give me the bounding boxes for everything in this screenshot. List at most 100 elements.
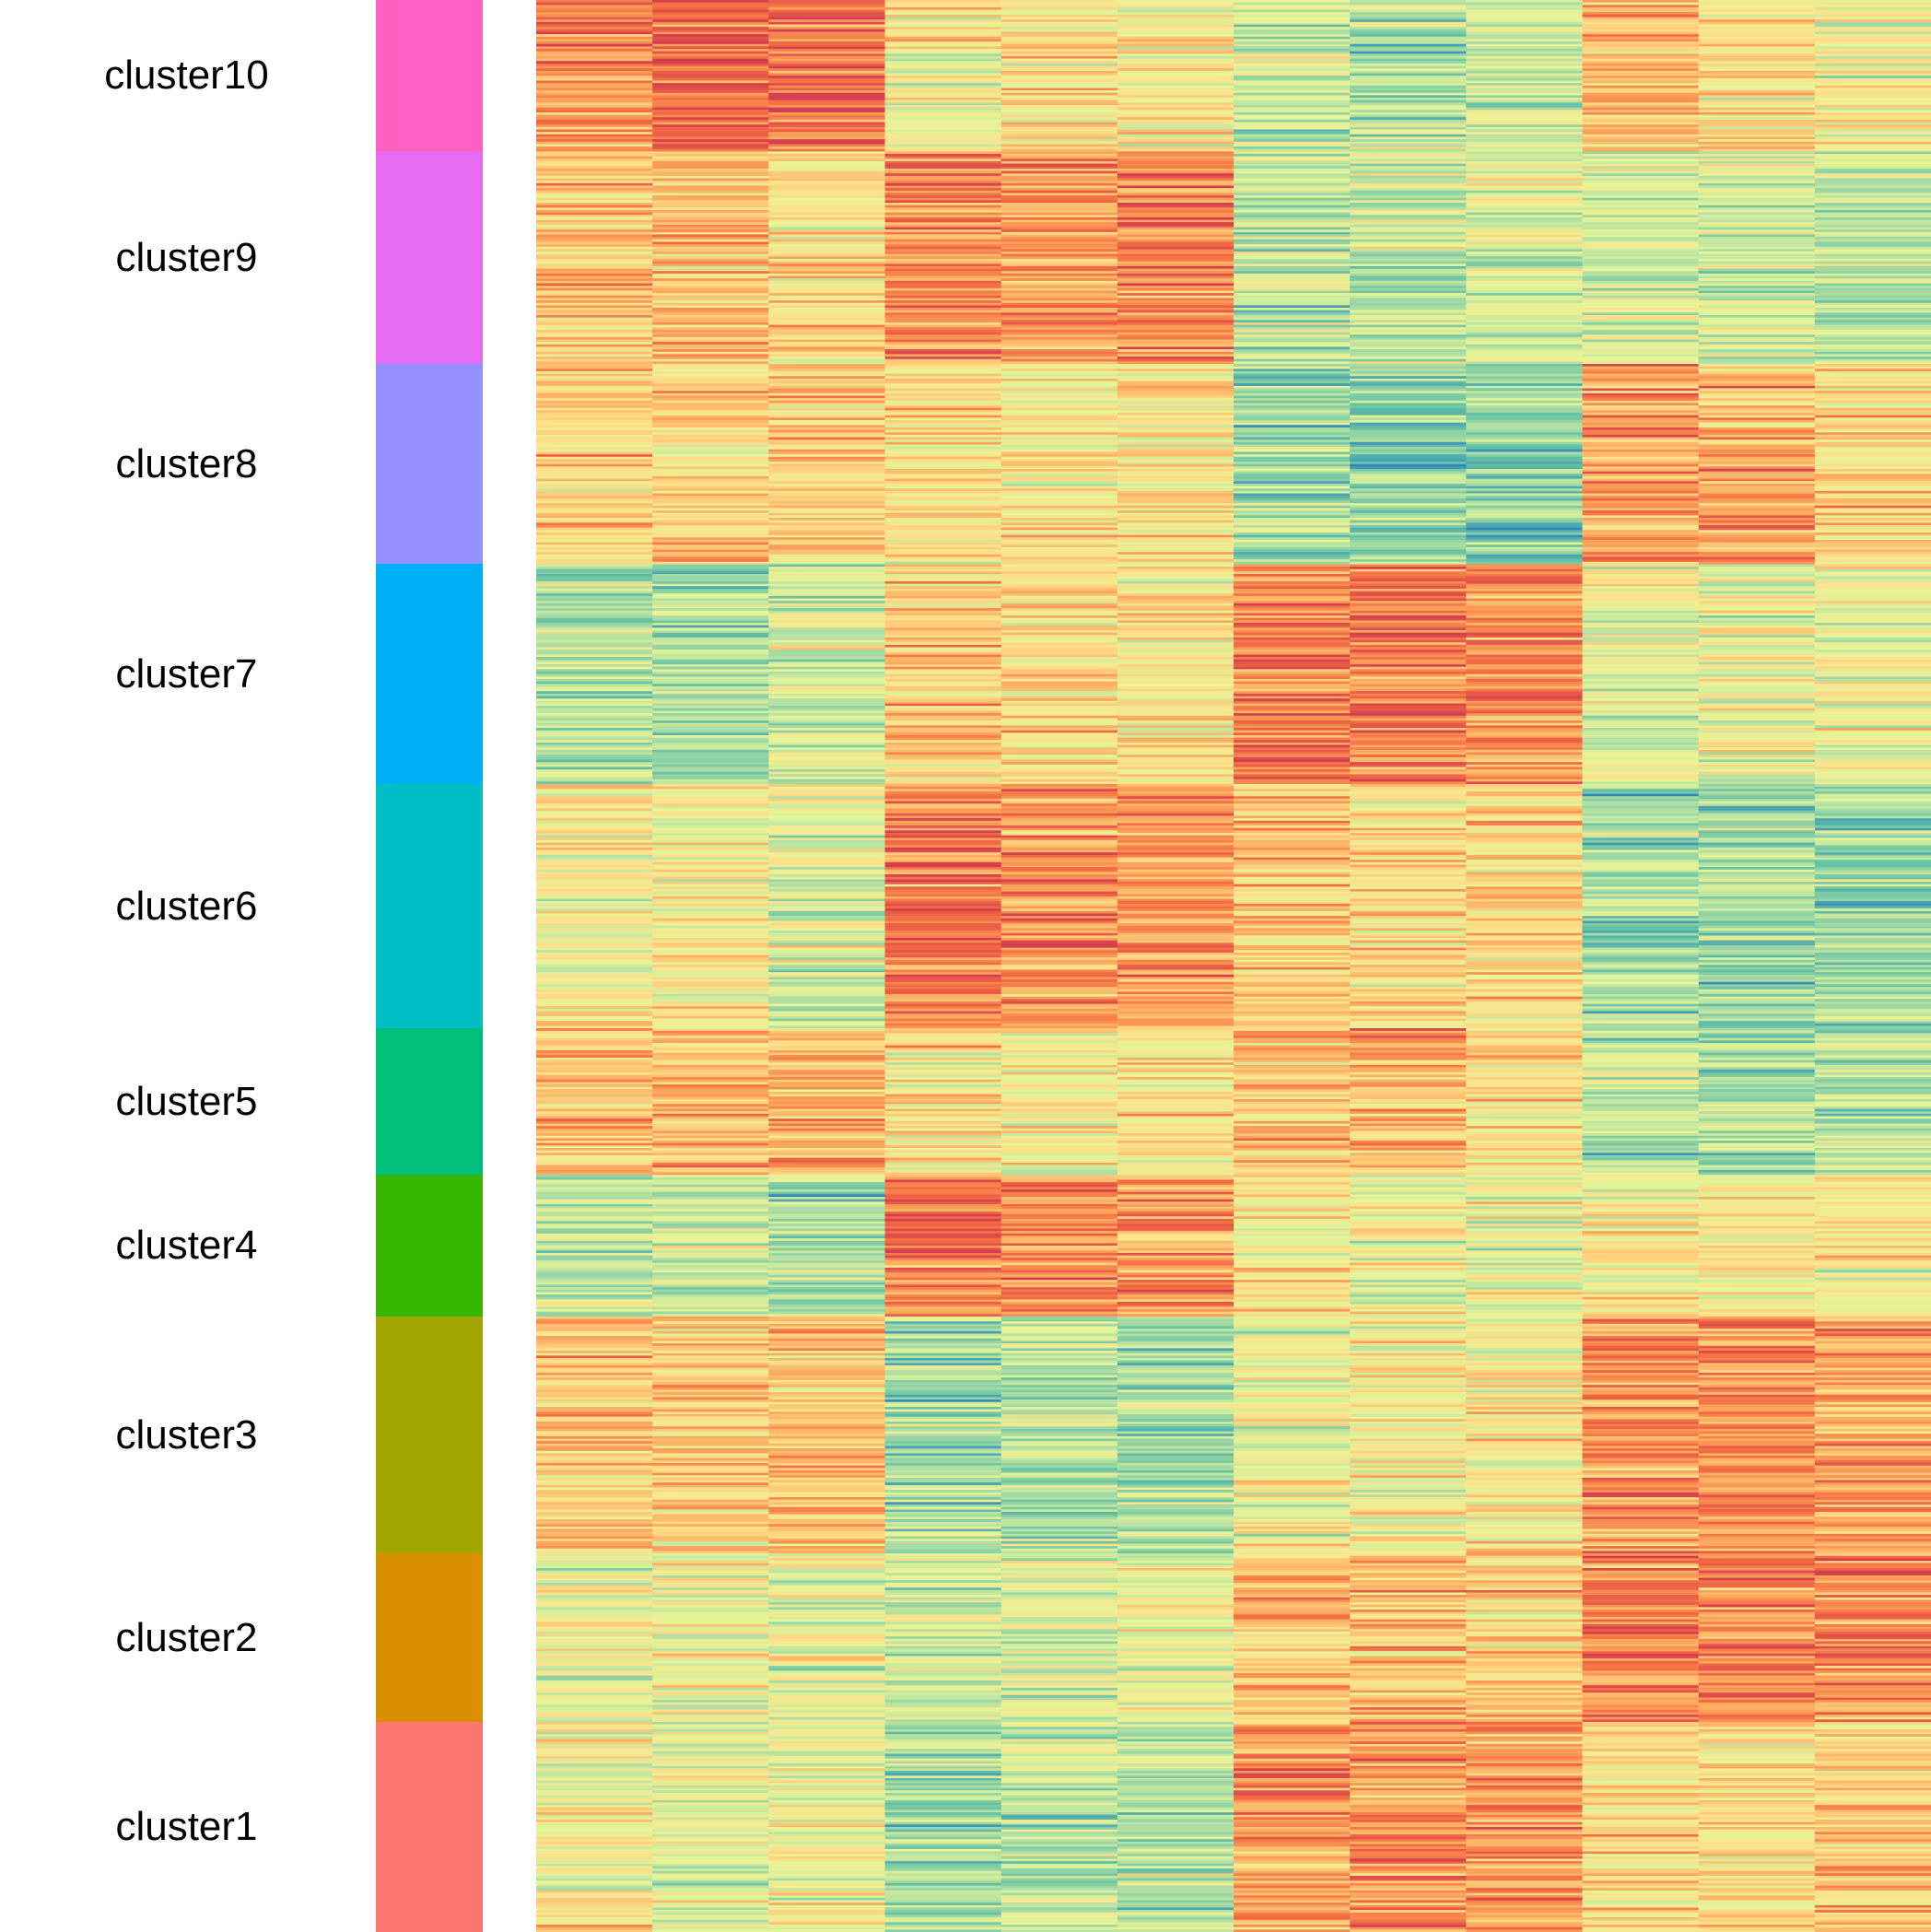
heatmap-cell	[1698, 305, 1816, 309]
heatmap-cell	[1582, 698, 1700, 702]
heatmap-cell	[1001, 627, 1118, 631]
heatmap-cell	[1698, 756, 1816, 761]
heatmap-cell	[884, 874, 1002, 878]
heatmap-cell	[1001, 151, 1118, 155]
heatmap-cell	[1001, 6, 1118, 11]
heatmap-cell	[1582, 647, 1700, 650]
heatmap-cell	[1582, 790, 1700, 795]
heatmap-cell	[768, 366, 886, 369]
heatmap-cell	[1350, 588, 1467, 592]
heatmap-cell	[1350, 605, 1467, 609]
heatmap-cell	[768, 574, 886, 578]
heatmap-cell	[1234, 12, 1351, 16]
heatmap-cell	[652, 755, 769, 758]
heatmap-cell	[1234, 583, 1351, 587]
heatmap-cell	[1698, 561, 1816, 565]
heatmap-cell	[1814, 293, 1931, 297]
heatmap-cell	[768, 110, 886, 113]
heatmap-cell	[1466, 261, 1584, 264]
heatmap-cell	[1350, 786, 1467, 790]
heatmap-cell	[536, 715, 653, 720]
heatmap-cell	[1698, 861, 1816, 866]
heatmap-cell	[1582, 478, 1700, 482]
heatmap-cell	[1582, 354, 1700, 357]
heatmap-cell	[536, 188, 653, 192]
heatmap-cell	[1582, 925, 1700, 930]
heatmap-cell	[1001, 635, 1118, 638]
heatmap-cell	[652, 629, 769, 634]
heatmap-cell	[1350, 1008, 1467, 1013]
heatmap-cell	[768, 98, 886, 101]
heatmap-cell	[768, 916, 886, 919]
heatmap-cell	[1814, 447, 1931, 451]
heatmap-cell	[1814, 197, 1931, 201]
heatmap-cell	[652, 253, 769, 257]
heatmap-cell	[884, 962, 1002, 966]
heatmap-cell	[1117, 76, 1235, 79]
heatmap-cell	[1698, 293, 1816, 297]
heatmap-cell	[1466, 774, 1584, 778]
heatmap-cell	[1814, 173, 1931, 177]
heatmap-cell	[1582, 830, 1700, 834]
heatmap-cell	[652, 36, 769, 41]
heatmap-cell	[1814, 879, 1931, 883]
heatmap-cell	[1234, 55, 1351, 60]
heatmap-cell	[1117, 996, 1235, 1000]
cluster-label: cluster4	[115, 1223, 258, 1269]
heatmap-cell	[1814, 740, 1931, 744]
heatmap-cell	[1234, 312, 1351, 316]
heatmap-cell	[1466, 962, 1584, 966]
heatmap-cell	[1814, 938, 1931, 942]
heatmap-cell	[1698, 419, 1816, 424]
heatmap-cell	[768, 253, 886, 257]
heatmap-cell	[1350, 53, 1467, 57]
heatmap-cell	[1466, 664, 1584, 668]
heatmap-cell	[1582, 83, 1700, 87]
heatmap-cell	[1814, 144, 1931, 147]
heatmap-cell	[1234, 73, 1351, 76]
heatmap-cell	[1234, 474, 1351, 477]
heatmap-cell	[1698, 344, 1816, 348]
heatmap-cell	[768, 847, 886, 851]
heatmap-cell	[1466, 265, 1584, 270]
heatmap-cell	[1234, 747, 1351, 751]
heatmap-cell	[768, 178, 886, 181]
heatmap-cell	[536, 483, 653, 487]
heatmap-cell	[768, 9, 886, 13]
heatmap-cell	[768, 718, 886, 721]
heatmap-cell	[1466, 559, 1584, 563]
heatmap-cell	[1814, 373, 1931, 377]
heatmap-cell	[884, 63, 1002, 67]
heatmap-cell	[768, 391, 886, 394]
heatmap-cell	[652, 197, 769, 201]
heatmap-cell	[1234, 637, 1351, 641]
heatmap-cell	[1117, 966, 1235, 971]
heatmap-cell	[1814, 644, 1931, 649]
heatmap-cell	[1350, 928, 1467, 931]
heatmap-cell	[1698, 219, 1816, 223]
heatmap-cell	[1814, 950, 1931, 954]
heatmap-cell	[1814, 520, 1931, 523]
heatmap-cell	[652, 818, 769, 822]
heatmap-cell	[884, 749, 1002, 754]
heatmap-cell	[1117, 617, 1235, 621]
heatmap-cell	[1234, 684, 1351, 687]
heatmap-cell	[768, 415, 886, 418]
heatmap-cell	[536, 58, 653, 62]
heatmap-cell	[768, 554, 886, 558]
heatmap-cell	[1466, 789, 1584, 792]
heatmap-cell	[884, 73, 1002, 76]
heatmap-cell	[1466, 415, 1584, 418]
heatmap-cell	[1582, 972, 1700, 976]
heatmap-cell	[1001, 605, 1118, 609]
heatmap-cell	[1001, 732, 1118, 736]
heatmap-cell	[1814, 391, 1931, 394]
heatmap-cell	[536, 21, 653, 26]
heatmap-cell	[652, 732, 769, 736]
heatmap-cell	[1117, 898, 1235, 902]
heatmap-cell	[1814, 737, 1931, 741]
heatmap-cell	[884, 305, 1002, 309]
heatmap-cell	[1001, 1003, 1118, 1007]
heatmap-cell	[1117, 178, 1235, 181]
heatmap-cell	[1001, 227, 1118, 230]
